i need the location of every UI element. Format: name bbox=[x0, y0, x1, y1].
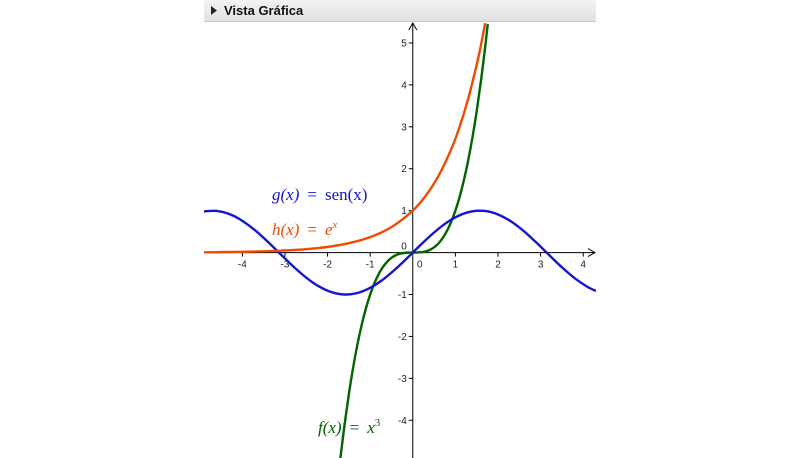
y-tick-label: 3 bbox=[401, 122, 407, 133]
graphics-view-titlebar[interactable]: Vista Gráfica bbox=[204, 0, 596, 22]
graphics-view-panel: Vista Gráfica -4 -3 -2 -1 1 2 3 4 -4 -3 -2 -1 1 2 3 4 5 0… bbox=[204, 0, 596, 458]
y-tick-label: -3 bbox=[398, 374, 407, 385]
label-g[interactable]: g(x) = sen(x) bbox=[272, 185, 367, 204]
x-tick-label: 2 bbox=[495, 260, 501, 271]
x-tick-label: 4 bbox=[580, 260, 586, 271]
triangle-right-icon[interactable] bbox=[207, 0, 221, 22]
graphics-view-title: Vista Gráfica bbox=[224, 3, 304, 18]
y-axis-arrow-icon bbox=[408, 22, 418, 31]
x-tick-label: -2 bbox=[323, 260, 332, 271]
curve-h-exponential[interactable] bbox=[204, 22, 487, 254]
label-f[interactable]: f(x) = x3 bbox=[318, 417, 381, 437]
function-curves bbox=[204, 22, 596, 458]
y-tick-label: 2 bbox=[401, 164, 407, 175]
y-tick-label: -4 bbox=[398, 416, 407, 427]
graphics-canvas[interactable]: -4 -3 -2 -1 1 2 3 4 -4 -3 -2 -1 1 2 3 4 5 0 0 f(x) = x3 g(x) =… bbox=[204, 22, 596, 458]
curve-g-sine[interactable] bbox=[204, 209, 596, 296]
x-tick-label: -4 bbox=[238, 260, 247, 271]
function-labels: f(x) = x3 g(x) = sen(x) h(x) = ex bbox=[272, 185, 381, 437]
x-tick-label: -1 bbox=[366, 260, 375, 271]
label-h[interactable]: h(x) = ex bbox=[272, 219, 338, 239]
axes: -4 -3 -2 -1 1 2 3 4 -4 -3 -2 -1 1 2 3 4 5 00 bbox=[204, 22, 596, 458]
function-plot[interactable]: -4 -3 -2 -1 1 2 3 4 -4 -3 -2 -1 1 2 3 4 5 00 f(x) = x3 g(x) =… bbox=[204, 22, 596, 458]
curve-f-cubic[interactable] bbox=[339, 23, 489, 458]
x-tick-label: 3 bbox=[538, 260, 544, 271]
y-tick-label: 5 bbox=[401, 38, 407, 49]
y-tick-label: 4 bbox=[401, 80, 407, 91]
y-tick-label: -2 bbox=[398, 332, 407, 343]
x-axis-arrow-icon bbox=[587, 248, 596, 258]
x-tick-label: 1 bbox=[453, 260, 459, 271]
origin-label-x: 0 bbox=[417, 260, 423, 271]
y-tick-label: -1 bbox=[398, 290, 407, 301]
x-tick-label: -3 bbox=[281, 260, 290, 271]
origin-label-y: 0 bbox=[401, 242, 407, 253]
y-tick-label: 1 bbox=[401, 206, 407, 217]
